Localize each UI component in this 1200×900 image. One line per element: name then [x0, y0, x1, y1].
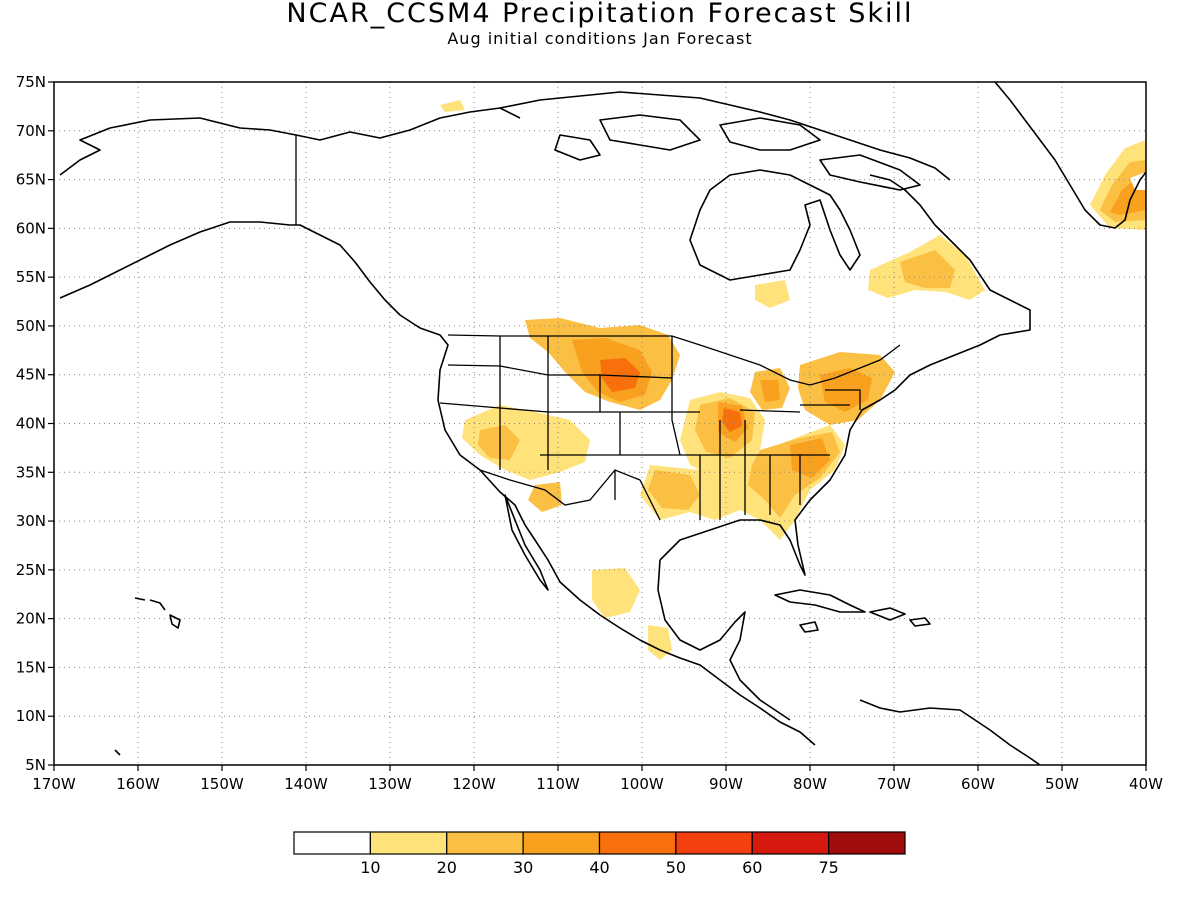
baja-california — [504, 494, 549, 591]
hudson-bay — [689, 169, 861, 281]
coastlines — [59, 82, 1146, 765]
y-tick-label: 55N — [16, 268, 46, 286]
x-tick-label: 160W — [116, 775, 160, 793]
cuba — [774, 589, 866, 613]
colorbar-swatch — [828, 831, 906, 855]
x-tick-label: 80W — [793, 775, 827, 793]
x-tick-label: 60W — [961, 775, 995, 793]
state-borders — [439, 336, 861, 520]
gulf-east-coast — [657, 174, 1031, 721]
colorbar-label: 10 — [360, 858, 380, 877]
south-america-coast — [859, 699, 1041, 765]
y-tick-label: 75N — [16, 73, 46, 91]
skill-region-central-mexico — [592, 568, 640, 618]
x-tick-label: 100W — [620, 775, 664, 793]
political-borders — [295, 135, 901, 521]
y-tick-label: 60N — [16, 219, 46, 237]
y-tick-label: 45N — [16, 366, 46, 384]
y-tick-label: 35N — [16, 463, 46, 481]
hawaii — [114, 597, 181, 756]
colorbar-swatch — [598, 831, 677, 855]
x-tick-label: 110W — [536, 775, 580, 793]
colorbar-swatch — [522, 831, 601, 855]
y-tick-label: 15N — [16, 658, 46, 676]
y-tick-label: 5N — [25, 756, 46, 774]
x-tick-label: 120W — [452, 775, 496, 793]
x-tick-label: 70W — [877, 775, 911, 793]
us-canada-border — [447, 334, 901, 386]
colorbar-label: 30 — [513, 858, 533, 877]
greenland-coast — [994, 82, 1146, 229]
colorbar-swatch — [369, 831, 448, 855]
y-axis: 5N 10N 15N 20N 25N 30N 35N 40N 45N 50N 55N 60N 65N 70… — [16, 73, 54, 774]
x-tick-label: 40W — [1129, 775, 1163, 793]
map-title: NCAR_CCSM4 Precipitation Forecast Skill — [286, 0, 914, 29]
graticule — [54, 82, 1146, 765]
colorbar-swatch — [293, 831, 371, 855]
colorbar-label: 75 — [818, 858, 838, 877]
skill-shading — [440, 100, 1146, 660]
colorbar-label: 20 — [437, 858, 457, 877]
x-tick-label: 150W — [200, 775, 244, 793]
x-tick-label: 140W — [284, 775, 328, 793]
y-tick-label: 20N — [16, 610, 46, 628]
x-tick-label: 90W — [709, 775, 743, 793]
y-tick-label: 65N — [16, 171, 46, 189]
y-tick-label: 25N — [16, 561, 46, 579]
colorbar-label: 50 — [666, 858, 686, 877]
x-tick-label: 50W — [1045, 775, 1079, 793]
x-axis: 170W 160W 150W 140W 130W 120W 110W 100W 90W 80W 70… — [32, 765, 1163, 793]
y-tick-label: 40N — [16, 415, 46, 433]
y-tick-label: 50N — [16, 317, 46, 335]
colorbar-swatch — [675, 831, 753, 855]
colorbar-swatch — [751, 831, 830, 855]
map-subtitle: Aug initial conditions Jan Forecast — [447, 29, 753, 48]
x-tick-label: 170W — [32, 775, 76, 793]
colorbar: 10 20 30 40 50 60 75 — [293, 831, 906, 877]
us-mexico-border — [479, 469, 661, 521]
x-tick-label: 130W — [368, 775, 412, 793]
colorbar-label: 60 — [742, 858, 762, 877]
colorbar-label: 40 — [589, 858, 609, 877]
y-tick-label: 10N — [16, 707, 46, 725]
y-tick-label: 30N — [16, 512, 46, 530]
colorbar-swatch — [446, 831, 524, 855]
y-tick-label: 70N — [16, 122, 46, 140]
alaska-coast — [59, 221, 816, 746]
alaska-north-coast — [59, 107, 521, 176]
